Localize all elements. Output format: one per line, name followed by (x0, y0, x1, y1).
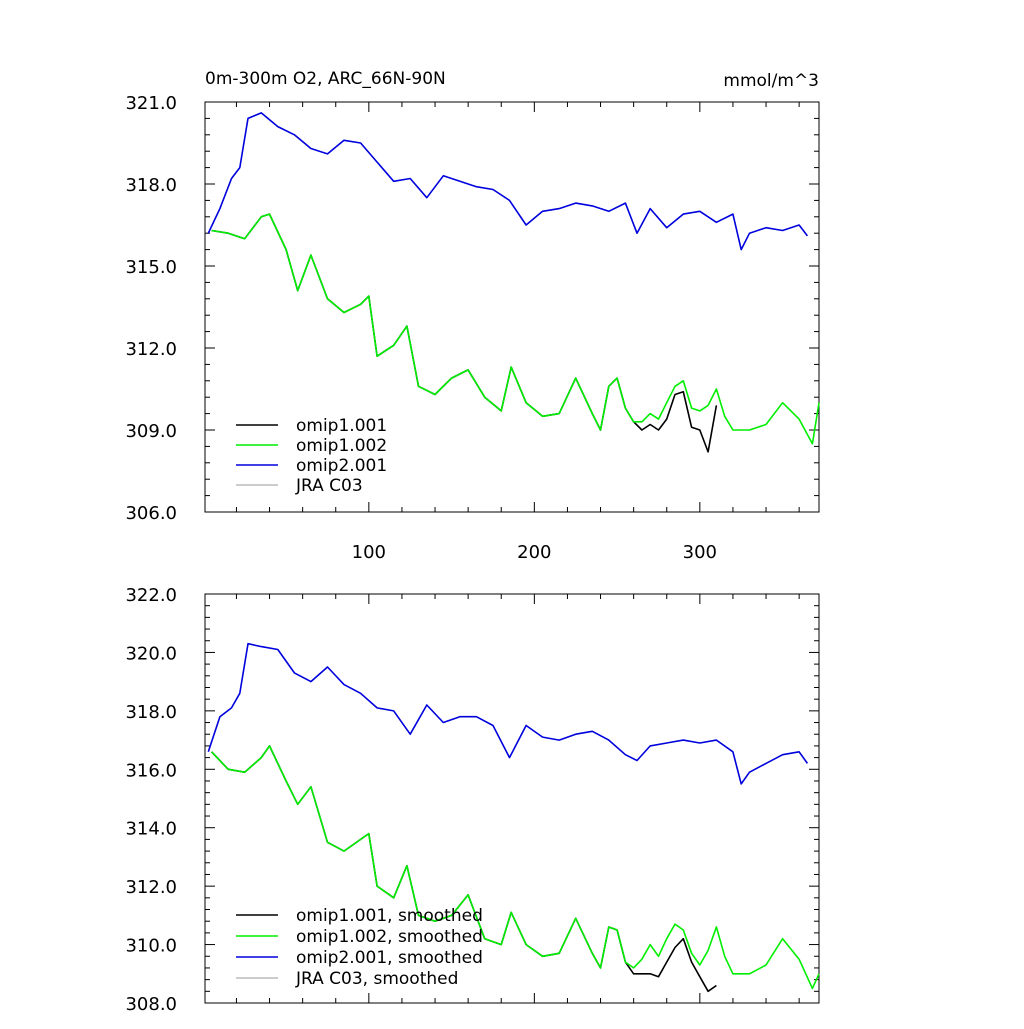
y-tick-label: 320.0 (125, 643, 177, 664)
x-tick-label: 300 (683, 542, 717, 563)
legend-label: omip2.001, smoothed (296, 948, 483, 968)
y-tick-label: 308.0 (125, 994, 177, 1015)
y-tick-label: 321.0 (125, 93, 177, 114)
y-tick-label: 322.0 (125, 585, 177, 606)
y-tick-label: 312.0 (125, 877, 177, 898)
legend-label: omip1.001 (296, 416, 387, 436)
top-panel-units: mmol/m^3 (723, 71, 819, 91)
y-tick-label: 312.0 (125, 339, 177, 360)
y-tick-label: 315.0 (125, 257, 177, 278)
y-tick-label: 316.0 (125, 760, 177, 781)
y-tick-label: 318.0 (125, 175, 177, 196)
legend-label: omip1.002, smoothed (296, 927, 483, 947)
plot-frame (204, 101, 820, 513)
legend-label: omip1.001, smoothed (296, 906, 483, 926)
series-line-omip1-002 (211, 213, 820, 445)
legend-label: omip2.001 (296, 456, 387, 476)
top-panel-title: 0m-300m O2, ARC_66N-90N (205, 69, 446, 89)
y-tick-label: 318.0 (125, 702, 177, 723)
y-tick-label: 314.0 (125, 819, 177, 840)
series-line-omip2-001 (207, 112, 809, 251)
series-line-omip1-002-smoothed (211, 745, 820, 990)
plot-frame (204, 593, 820, 1004)
y-tick-label: 309.0 (125, 421, 177, 442)
y-tick-label: 306.0 (125, 503, 177, 524)
bottom-panel: 308.0 310.0 312.0 314.0 316.0 318.0 320.0 322.0… (125, 585, 820, 1015)
top-panel: 0m-300m O2, ARC_66N-90N mmol/m^3 306.0 30… (125, 69, 820, 563)
legend-label: omip1.002 (296, 436, 387, 456)
series-line-omip2-001-smoothed (207, 642, 809, 785)
series-line-omip1-001 (211, 213, 718, 453)
x-tick-label: 200 (517, 542, 551, 563)
y-tick-label: 310.0 (125, 936, 177, 957)
legend-label: JRA C03, smoothed (295, 969, 458, 989)
legend-label: JRA C03 (295, 476, 363, 496)
x-tick-label: 100 (352, 542, 386, 563)
